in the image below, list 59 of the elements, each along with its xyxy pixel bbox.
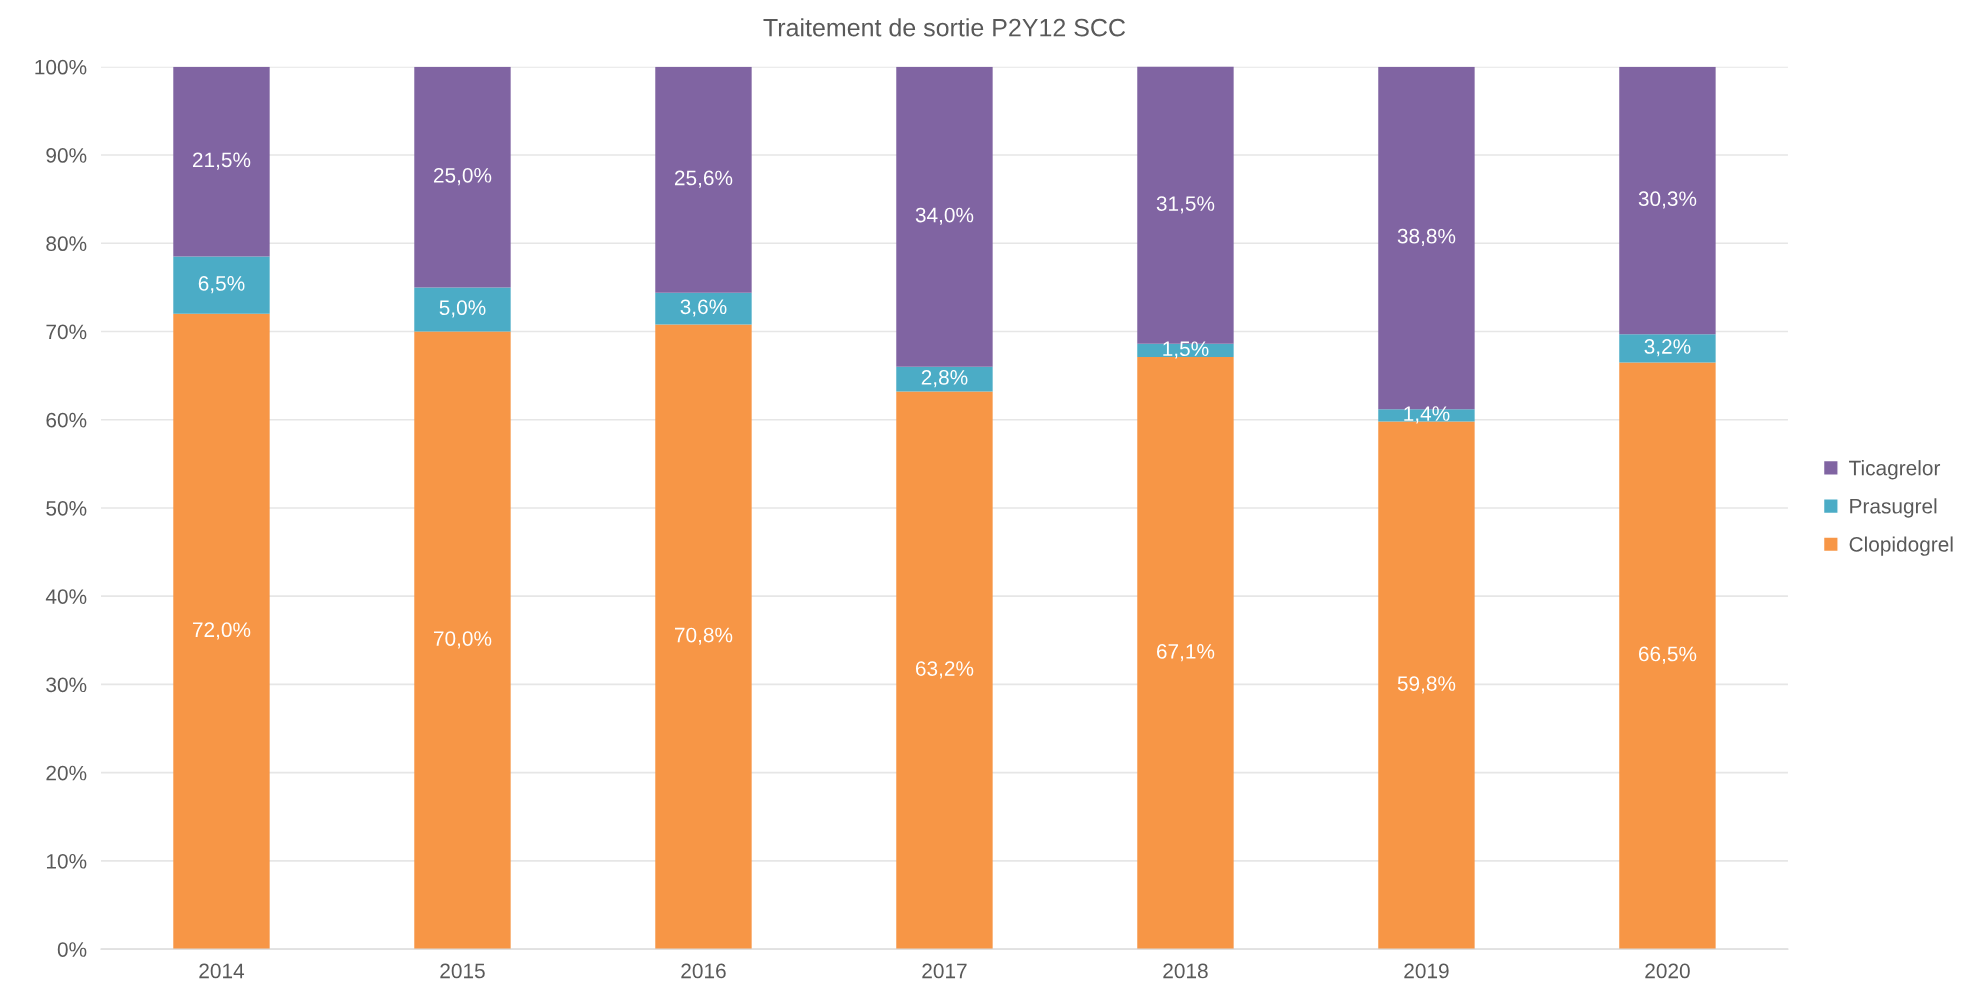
legend-label: Ticagrelor — [1849, 460, 1941, 480]
legend-label: Prasugrel — [1850, 498, 1937, 518]
bar — [414, 331, 511, 950]
bar — [173, 66, 270, 257]
data-label: 5,0% — [439, 300, 486, 318]
chart-title: Traitement de sortie P2Y12 SCC — [763, 18, 1126, 37]
y-tick-label: 30% — [46, 677, 87, 693]
y-tick-label: 60% — [46, 412, 87, 428]
data-label: 70,8% — [675, 627, 733, 645]
x-tick-label: 2016 — [681, 963, 726, 979]
data-label: 30,3% — [1638, 191, 1697, 209]
data-label: 38,8% — [1397, 228, 1456, 247]
bar — [655, 66, 752, 293]
data-label: 63,2% — [915, 661, 974, 679]
data-label: 34,0% — [915, 207, 974, 225]
data-label: 31,5% — [1156, 196, 1215, 214]
data-label: 72,0% — [193, 622, 251, 640]
bar — [173, 313, 270, 950]
data-label: 66,5% — [1638, 646, 1697, 664]
bar — [414, 66, 511, 288]
bar — [1137, 357, 1234, 950]
data-label: 3,2% — [1644, 339, 1691, 357]
x-tick-label: 2014 — [199, 963, 245, 979]
y-tick-label: 10% — [46, 853, 87, 869]
bar — [1619, 362, 1716, 950]
y-tick-label: 50% — [46, 500, 87, 516]
x-tick-label: 2020 — [1645, 963, 1690, 979]
legend-label: Clopidogrel — [1849, 536, 1953, 556]
y-tick-label: 40% — [45, 589, 87, 604]
bar — [1619, 334, 1716, 363]
y-tick-label: 20% — [46, 765, 87, 781]
x-tick-label: 2018 — [1163, 963, 1208, 979]
data-label: 6,5% — [198, 276, 245, 294]
x-tick-label: 2017 — [922, 963, 967, 979]
y-tick-label: 100% — [35, 59, 87, 75]
data-label: 70,0% — [434, 631, 492, 649]
bar — [896, 66, 993, 367]
data-label: 25,0% — [433, 167, 492, 186]
data-label: 1,5% — [1163, 341, 1209, 359]
y-tick-label: 80% — [46, 236, 87, 252]
bar — [896, 366, 993, 392]
data-label: 2,8% — [921, 369, 968, 388]
bar — [173, 256, 270, 314]
bar — [655, 292, 752, 325]
data-label: 25,6% — [674, 170, 733, 188]
bar — [1619, 66, 1716, 335]
data-label: 59,8% — [1397, 676, 1456, 694]
x-tick-label: 2019 — [1404, 963, 1449, 979]
bar — [655, 324, 752, 950]
data-label: 3,6% — [680, 299, 727, 317]
x-tick-label: 2015 — [440, 963, 485, 979]
y-tick-label: 90% — [46, 148, 87, 163]
data-label: 1,4% — [1404, 406, 1450, 424]
y-tick-label: 70% — [46, 324, 87, 340]
data-label: 67,1% — [1156, 643, 1215, 662]
data-label: 21,5% — [192, 152, 251, 170]
bar — [896, 391, 993, 950]
bar — [414, 287, 511, 332]
y-tick-label: 0% — [57, 942, 87, 957]
